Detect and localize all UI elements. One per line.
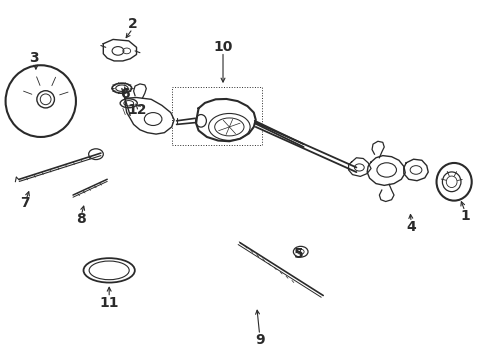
Text: 3: 3 (29, 51, 39, 65)
Text: 9: 9 (255, 333, 265, 347)
Text: 4: 4 (406, 220, 416, 234)
Text: 12: 12 (128, 103, 147, 117)
Text: 8: 8 (76, 212, 86, 226)
Text: 2: 2 (128, 17, 138, 31)
Text: 5: 5 (294, 247, 304, 261)
Text: 10: 10 (213, 40, 233, 54)
Text: 7: 7 (20, 196, 30, 210)
Text: 11: 11 (99, 296, 119, 310)
Text: 1: 1 (460, 209, 470, 223)
Bar (172, 87, 262, 145)
Text: 6: 6 (121, 87, 130, 101)
